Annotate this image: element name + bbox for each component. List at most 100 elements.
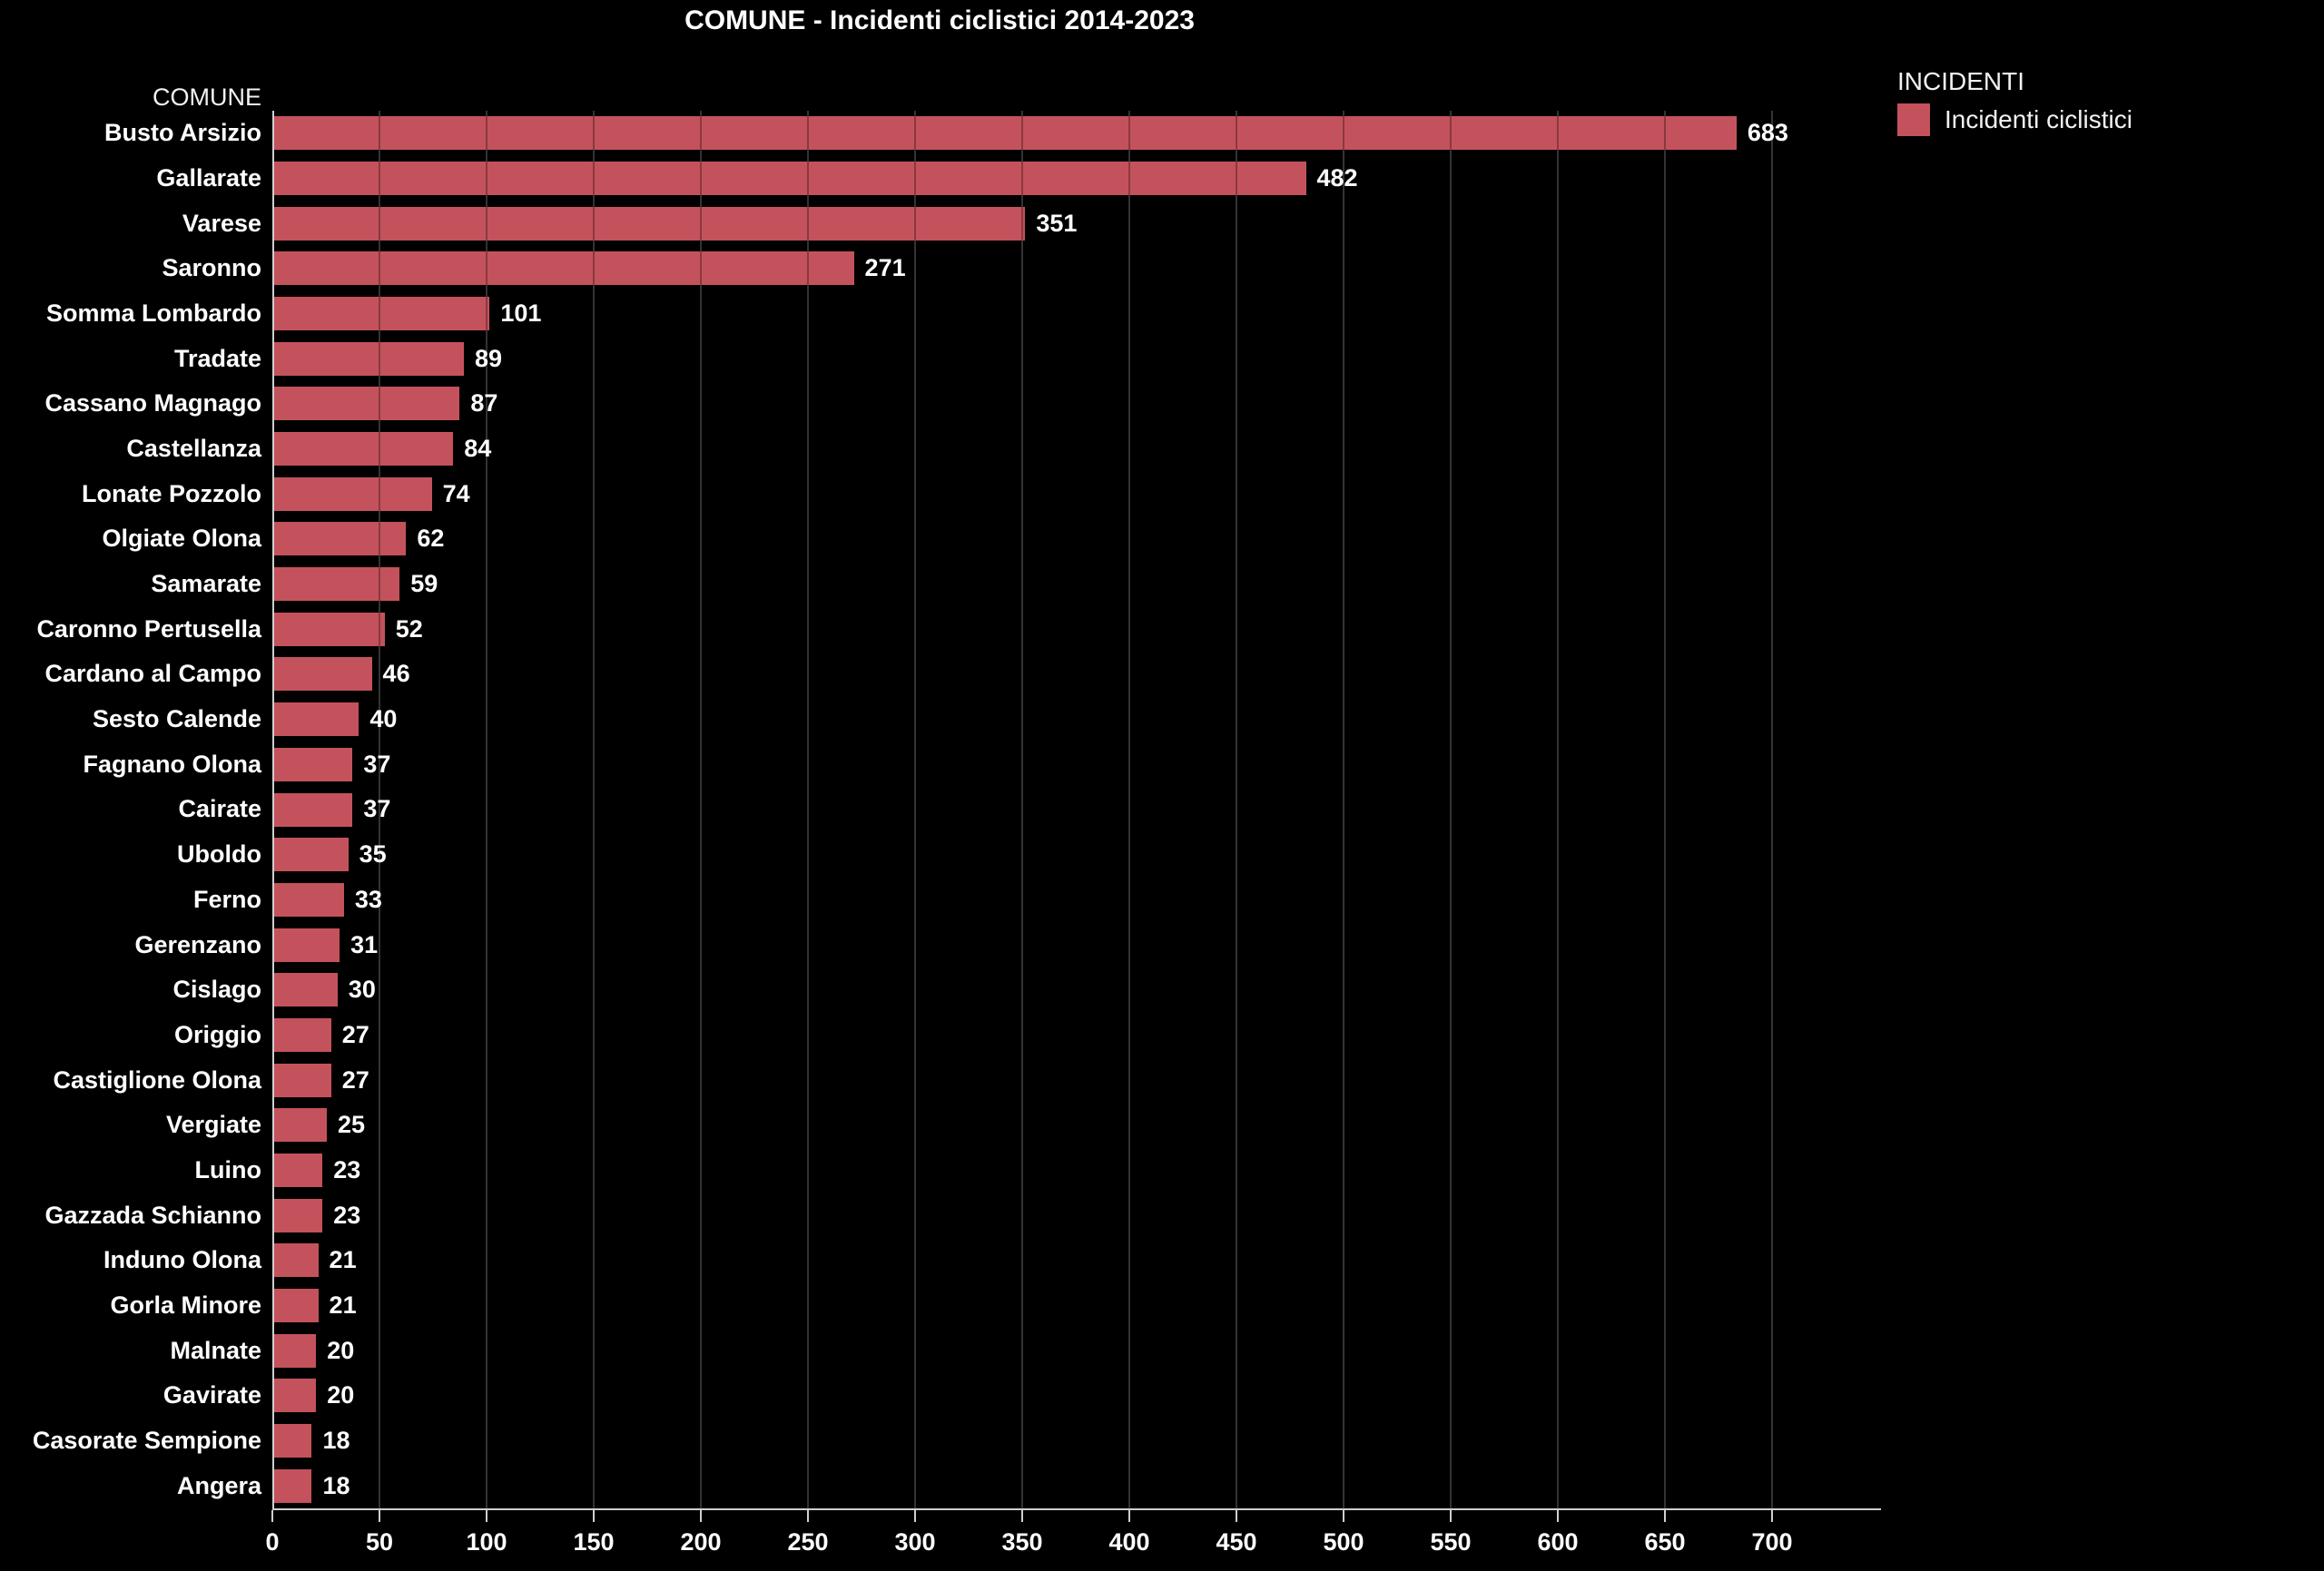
bar-ferno[interactable] [273,882,344,917]
bar-gavirate[interactable] [273,1379,317,1413]
x-tick [593,1510,595,1522]
gridline-550 [1450,111,1452,1508]
x-tick-label: 650 [1644,1528,1686,1556]
x-tick [486,1510,487,1522]
bar-cislago[interactable] [273,973,338,1007]
value-label: 52 [395,614,423,643]
bar-samarate[interactable] [273,567,400,602]
category-label: Cislago [172,976,261,1004]
category-label: Sesto Calende [92,705,261,733]
bar-cardano-al-campo[interactable] [273,657,372,692]
category-label: Caronno Pertusella [36,614,261,643]
y-axis-title: COMUNE [153,83,261,111]
x-tick-label: 200 [680,1528,722,1556]
bar-castiglione-olona[interactable] [273,1063,331,1097]
bar-tradate[interactable] [273,341,465,376]
bar-saronno[interactable] [273,251,854,286]
value-label: 20 [327,1336,355,1364]
bar-olgiate-olona[interactable] [273,522,407,556]
x-tick [1450,1510,1452,1522]
category-label: Cassano Magnago [44,389,261,417]
x-axis-line [272,1508,1881,1510]
x-tick [1664,1510,1666,1522]
value-label: 37 [363,795,391,823]
x-tick-label: 700 [1751,1528,1793,1556]
bar-castellanza[interactable] [273,432,454,466]
bar-cairate[interactable] [273,792,353,827]
x-tick [807,1510,809,1522]
bar-uboldo[interactable] [273,838,349,872]
value-label: 35 [359,840,387,869]
value-label: 23 [333,1155,361,1183]
category-label: Casorate Sempione [32,1426,261,1454]
bar-fagnano-olona[interactable] [273,747,353,781]
bar-angera[interactable] [273,1468,312,1503]
gridline-overlay [1664,111,1666,1508]
bar-varese[interactable] [273,206,1026,241]
legend: INCIDENTI Incidenti ciclistici [1897,67,2132,136]
category-label: Induno Olona [103,1246,261,1274]
bar-sesto-calende[interactable] [273,702,359,737]
value-label: 351 [1036,209,1078,237]
category-label: Castellanza [126,435,261,463]
x-tick [379,1510,380,1522]
gridline-overlay [1450,111,1452,1508]
x-tick-label: 300 [894,1528,936,1556]
bar-luino[interactable] [273,1153,323,1187]
value-label: 18 [322,1426,350,1454]
legend-item[interactable]: Incidenti ciclistici [1897,103,2132,136]
bar-gorla-minore[interactable] [273,1288,319,1322]
x-tick-label: 550 [1430,1528,1472,1556]
x-tick-label: 450 [1216,1528,1257,1556]
x-tick-label: 0 [265,1528,280,1556]
bar-vergiate[interactable] [273,1108,327,1143]
gridline-250 [807,111,809,1508]
x-tick [700,1510,702,1522]
value-label: 18 [322,1471,350,1499]
category-label: Fagnano Olona [83,750,261,778]
x-tick [1021,1510,1023,1522]
bar-gazzada-schianno[interactable] [273,1198,323,1232]
value-label: 33 [354,885,382,913]
value-label: 482 [1316,164,1358,191]
category-label: Castiglione Olona [53,1065,261,1094]
bar-gerenzano[interactable] [273,928,340,962]
category-label: Vergiate [165,1111,261,1139]
gridline-overlay [593,111,595,1508]
x-tick [1771,1510,1773,1522]
bar-caronno-pertusella[interactable] [273,612,385,646]
bar-gallarate[interactable] [273,162,1306,196]
bar-malnate[interactable] [273,1333,317,1368]
bar-induno-olona[interactable] [273,1243,319,1278]
y-axis-line [272,111,274,1508]
value-label: 101 [500,299,542,328]
x-tick-label: 350 [1001,1528,1043,1556]
gridline-700 [1771,111,1773,1508]
gridline-150 [593,111,595,1508]
category-label: Uboldo [177,840,261,869]
x-tick-label: 400 [1108,1528,1150,1556]
bar-busto-arsizio[interactable] [273,116,1737,151]
value-label: 21 [329,1291,357,1319]
gridline-overlay [1771,111,1773,1508]
value-label: 271 [864,254,906,282]
bar-cassano-magnago[interactable] [273,387,460,421]
category-label: Angera [176,1471,261,1499]
x-tick [1343,1510,1344,1522]
bar-origgio[interactable] [273,1017,331,1052]
value-label: 40 [369,705,398,733]
value-label: 84 [464,435,492,463]
value-label: 31 [350,930,379,958]
bar-somma-lombardo[interactable] [273,297,490,331]
x-tick [271,1510,273,1522]
x-tick-label: 500 [1323,1528,1364,1556]
gridline-300 [914,111,916,1508]
bar-lonate-pozzolo[interactable] [273,476,432,511]
value-label: 59 [410,570,438,598]
gridline-overlay [1557,111,1559,1508]
value-label: 27 [341,1020,369,1048]
bar-casorate-sempione[interactable] [273,1423,312,1458]
legend-swatch-icon [1897,103,1930,136]
category-label: Origgio [174,1020,261,1048]
